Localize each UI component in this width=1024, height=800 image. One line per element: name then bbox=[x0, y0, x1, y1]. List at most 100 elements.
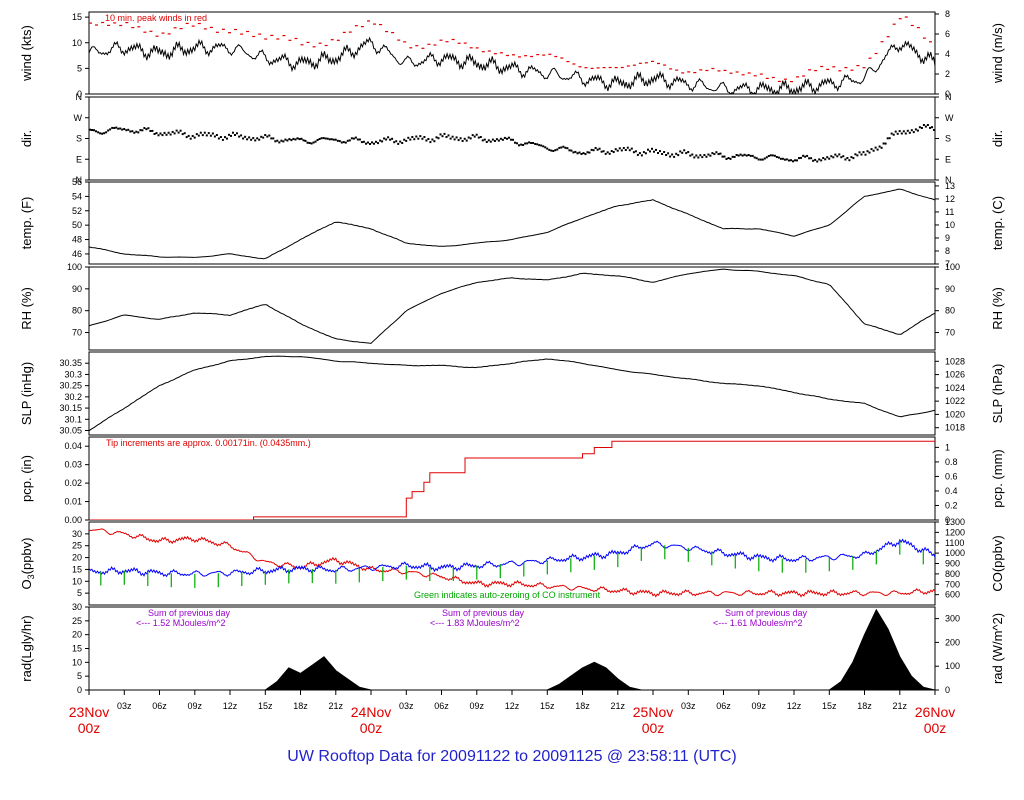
direction-point bbox=[211, 132, 214, 135]
direction-point bbox=[846, 157, 849, 159]
direction-point bbox=[105, 131, 108, 134]
direction-point bbox=[677, 154, 680, 157]
direction-point bbox=[113, 127, 116, 129]
peak-wind-mark bbox=[596, 67, 600, 69]
direction-point bbox=[781, 157, 784, 160]
x-hour-label: 18z bbox=[293, 701, 308, 711]
direction-point bbox=[213, 135, 216, 138]
direction-point bbox=[159, 132, 162, 135]
right-tick-label: 1300 bbox=[945, 517, 965, 527]
plot-area bbox=[89, 355, 935, 432]
direction-point bbox=[135, 130, 138, 133]
direction-point bbox=[449, 137, 452, 140]
x-hour-label: 21z bbox=[611, 701, 626, 711]
direction-point bbox=[151, 129, 154, 132]
peak-wind-mark bbox=[270, 34, 274, 36]
peak-wind-mark bbox=[294, 37, 298, 40]
direction-point bbox=[558, 146, 561, 149]
direction-point bbox=[608, 152, 611, 155]
radiation-area bbox=[265, 608, 935, 690]
peak-wind-mark bbox=[234, 28, 237, 31]
direction-point bbox=[397, 142, 400, 145]
direction-point bbox=[761, 158, 764, 161]
right-tick-label: 0.8 bbox=[945, 457, 958, 467]
right-tick-label: 800 bbox=[945, 569, 960, 579]
direction-point bbox=[254, 139, 257, 142]
direction-point bbox=[173, 132, 176, 135]
peak-wind-mark bbox=[711, 67, 715, 70]
x-date-hour-label: 00z bbox=[360, 720, 383, 736]
direction-point bbox=[840, 156, 843, 159]
right-tick-label: E bbox=[945, 154, 951, 164]
y-axis-label-right: RH (%) bbox=[990, 287, 1005, 330]
direction-point bbox=[590, 148, 593, 151]
direction-point bbox=[588, 151, 591, 154]
direction-point bbox=[461, 140, 464, 142]
peak-wind-mark bbox=[512, 54, 515, 56]
left-tick-label: 80 bbox=[72, 306, 82, 316]
peak-wind-mark bbox=[723, 69, 727, 71]
direction-point bbox=[117, 127, 120, 130]
left-tick-label: 52 bbox=[72, 206, 82, 216]
direction-point bbox=[360, 141, 363, 144]
direction-point bbox=[691, 153, 694, 156]
direction-point bbox=[844, 158, 847, 161]
x-date-label: 25Nov bbox=[633, 704, 673, 720]
left-tick-label: 30 bbox=[72, 529, 82, 539]
direction-point bbox=[278, 141, 281, 144]
peak-wind-mark bbox=[282, 35, 286, 37]
peak-wind-mark bbox=[276, 38, 280, 40]
direction-point bbox=[892, 133, 895, 136]
x-hour-label: 18z bbox=[857, 701, 872, 711]
direction-point bbox=[471, 134, 474, 137]
direction-point bbox=[405, 139, 408, 142]
direction-point bbox=[282, 140, 285, 143]
direction-point bbox=[675, 152, 678, 155]
peak-wind-mark bbox=[318, 42, 322, 44]
right-tick-label: 9 bbox=[945, 233, 950, 243]
direction-point bbox=[419, 135, 422, 138]
peak-wind-mark bbox=[397, 39, 401, 41]
direction-point bbox=[453, 138, 456, 141]
x-hour-label: 21z bbox=[329, 701, 344, 711]
radiation-sum-label: Sum of previous day bbox=[442, 608, 525, 618]
left-tick-label: 5 bbox=[77, 671, 82, 681]
direction-point bbox=[516, 142, 518, 145]
direction-point bbox=[171, 130, 174, 133]
x-hour-label: 03z bbox=[399, 701, 414, 711]
peak-wind-mark bbox=[149, 30, 153, 32]
direction-point bbox=[439, 133, 442, 136]
left-tick-label: 25 bbox=[72, 541, 82, 551]
radiation-sum-value: <--- 1.61 MJoules/m^2 bbox=[713, 618, 803, 628]
peak-wind-mark bbox=[433, 44, 437, 46]
direction-point bbox=[375, 140, 377, 143]
direction-point bbox=[636, 153, 639, 156]
peak-wind-mark bbox=[143, 31, 147, 33]
peak-wind-mark bbox=[765, 77, 769, 79]
left-tick-label: 15 bbox=[72, 644, 82, 654]
peak-wind-mark bbox=[904, 16, 908, 18]
peak-wind-mark bbox=[844, 67, 848, 69]
plot-area bbox=[265, 608, 935, 690]
panel-frame bbox=[88, 11, 936, 95]
left-tick-label: 30.15 bbox=[59, 403, 82, 413]
peak-wind-mark bbox=[681, 72, 685, 74]
peak-wind-mark bbox=[771, 76, 775, 79]
direction-point bbox=[161, 134, 164, 137]
direction-point bbox=[578, 151, 581, 154]
direction-point bbox=[115, 126, 118, 129]
left-tick-label: 46 bbox=[72, 249, 82, 259]
direction-point bbox=[209, 134, 212, 137]
direction-point bbox=[350, 137, 353, 140]
direction-point bbox=[826, 156, 829, 159]
peak-wind-mark bbox=[892, 23, 896, 25]
direction-point bbox=[342, 141, 345, 144]
left-tick-label: 90 bbox=[72, 284, 82, 294]
peak-wind-mark bbox=[675, 69, 679, 71]
peak-wind-mark bbox=[814, 70, 818, 72]
x-date-label: 26Nov bbox=[915, 704, 955, 720]
left-tick-label: 0.04 bbox=[64, 441, 82, 451]
peak-wind-mark bbox=[632, 64, 636, 66]
panel-wind: 0 5 10 15 0 2 4 6 8 wind (kts) wind (m/s) 10 min. p… bbox=[19, 9, 1005, 99]
direction-point bbox=[814, 158, 817, 161]
